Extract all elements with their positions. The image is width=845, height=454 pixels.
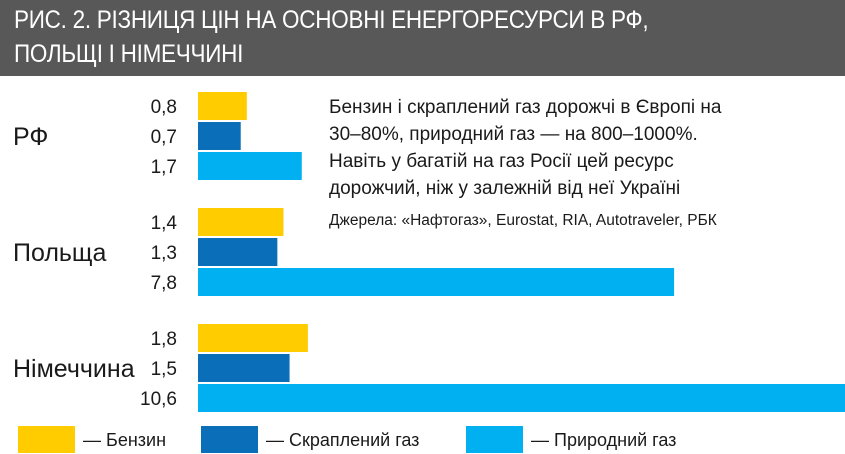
data-label: 0,7 bbox=[151, 127, 177, 148]
data-label: 1,3 bbox=[151, 243, 177, 264]
chart-annotation: Бензин і скраплений газ дорожчі в Європі… bbox=[329, 94, 839, 202]
bar bbox=[198, 122, 241, 150]
annotation-line-2: 30–80%, природний газ — на 800–1000%. bbox=[329, 124, 698, 145]
annotation-line-4: дорожчий, ніж у залежній від неї Україні bbox=[329, 178, 681, 199]
category-label: Німеччина bbox=[13, 355, 135, 383]
sources-note: Джерела: «Нафтогаз», Eurostat, RIA, Auto… bbox=[329, 212, 717, 229]
legend-label: — Скраплений газ bbox=[266, 430, 419, 450]
legend-swatch bbox=[466, 426, 523, 453]
legend-label: — Природний газ bbox=[531, 430, 676, 450]
bar bbox=[198, 152, 302, 180]
data-label: 0,8 bbox=[151, 97, 177, 118]
legend-swatch bbox=[201, 426, 258, 453]
data-label: 1,7 bbox=[151, 157, 177, 178]
legend-label: — Бензин bbox=[83, 430, 166, 450]
data-label: 10,6 bbox=[140, 389, 177, 410]
bar bbox=[198, 354, 290, 382]
category-label: Польща bbox=[13, 239, 107, 267]
bar bbox=[198, 238, 278, 266]
chart-title-line-2: ПОЛЬЩІ І НІМЕЧЧИНІ bbox=[14, 40, 244, 68]
data-label: 1,8 bbox=[151, 329, 177, 350]
bar bbox=[198, 268, 675, 296]
bar bbox=[198, 324, 308, 352]
category-label: РФ bbox=[13, 123, 48, 151]
chart-header: РИС. 2. РІЗНИЦЯ ЦІН НА ОСНОВНІ ЕНЕРГОРЕС… bbox=[0, 0, 845, 76]
chart-title-line-1: РИС. 2. РІЗНИЦЯ ЦІН НА ОСНОВНІ ЕНЕРГОРЕС… bbox=[14, 6, 649, 34]
legend-swatch bbox=[18, 426, 75, 453]
data-label: 7,8 bbox=[151, 273, 177, 294]
bar bbox=[198, 208, 284, 236]
bar-chart: РФ 0,8 0,7 1,7 Польща 1,4 1,3 7,8 Німеччина 1,8 1,… bbox=[13, 92, 845, 453]
data-label: 1,5 bbox=[151, 359, 177, 380]
bar bbox=[198, 384, 845, 412]
data-label: 1,4 bbox=[151, 213, 178, 234]
annotation-line-3: Навіть у багатій на газ Росії цей ресурс bbox=[329, 151, 674, 172]
bar bbox=[198, 92, 247, 120]
annotation-line-1: Бензин і скраплений газ дорожчі в Європі… bbox=[329, 97, 722, 118]
